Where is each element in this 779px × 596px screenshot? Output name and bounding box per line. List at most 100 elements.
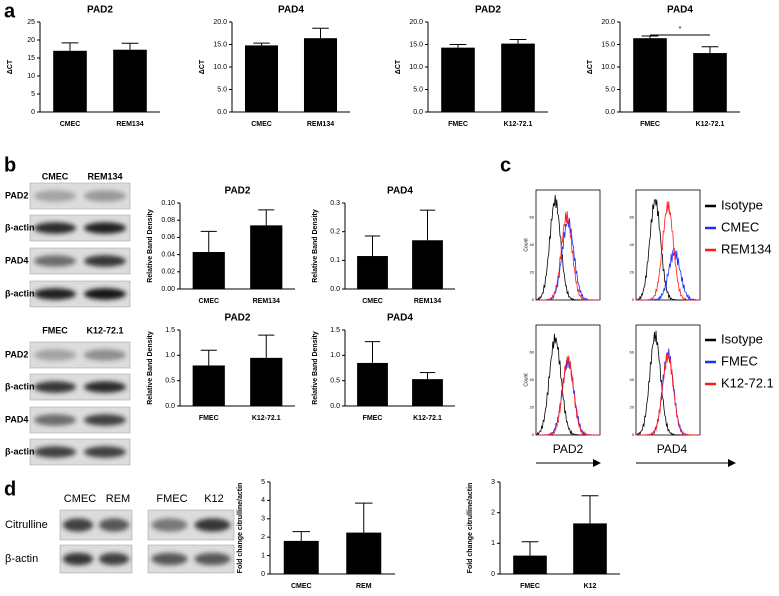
count-label: Count [523,373,529,387]
blot-row-label: β-actin [5,381,35,391]
bar [412,379,443,406]
y-tick-label: 1 [491,540,495,547]
y-tick-label: 0.0 [413,109,423,116]
y-axis-label: Fold change citrulline/actin [237,483,244,574]
y-tick-label: 0.00 [161,286,175,293]
legend-label: Isotype [721,331,763,346]
y-axis-label: ΔCT [587,59,594,74]
legend-label: CMEC [721,219,759,234]
blot-column-label: REM [106,493,130,505]
error-bar [364,341,381,363]
y-tick-label: 15.0 [409,41,423,48]
y-tick-label: 0.0 [330,286,340,293]
y-tick-label: 0.5 [165,378,175,385]
error-bar [509,39,527,44]
bar [250,357,283,406]
chart-title: PAD4 [387,186,413,197]
error-bar [312,27,329,39]
blot-band [84,255,126,267]
histogram-curve [536,217,600,301]
blot-row-label: PAD4 [5,414,28,424]
axis-label: PAD2 [553,442,584,456]
y-tick-label: 20.0 [409,19,423,26]
y-tick-label: 0.10 [161,200,175,207]
x-tick-label: K12-72.1 [696,121,725,128]
y-tick-label: 20.0 [601,19,615,26]
error-bar [701,46,719,54]
blot-row-label: PAD2 [5,349,28,359]
y-tick-label: 5.0 [605,86,615,93]
blot-column-label: REM134 [87,171,122,181]
error-bar [521,541,539,556]
error-bar [581,495,599,524]
count-tick-label: 40 [630,242,635,247]
error-bar [292,531,310,541]
blot-band [34,349,76,361]
y-axis-label: ΔCT [7,59,14,74]
x-tick-label: REM [356,583,372,590]
blot-band [84,414,126,426]
bar [346,532,382,574]
blot-band [84,190,126,202]
bar [633,38,667,113]
y-axis-label: Relative Band Density [147,331,154,405]
bar [693,53,727,112]
x-tick-label: K12-72.1 [504,121,533,128]
bar [357,256,388,289]
y-tick-label: 1.0 [165,352,175,359]
y-tick-label: 5 [31,91,35,98]
histogram-curve [636,353,700,436]
blot-band [34,414,76,426]
x-tick-label: FMEC [448,121,468,128]
bar [501,43,535,112]
y-tick-label: 2 [261,534,265,541]
chart-title: PAD4 [667,5,693,16]
chart-title: PAD2 [475,5,501,16]
x-tick-label: K12-72.1 [252,415,281,422]
error-bar [253,42,270,46]
x-tick-label: CMEC [291,583,312,590]
x-tick-label: K12 [584,583,597,590]
x-tick-label: FMEC [640,121,660,128]
blot-row-label: β-actin [5,288,35,298]
y-axis-label: ΔCT [395,59,402,74]
y-tick-label: 0.0 [217,109,227,116]
histogram-curve [536,211,600,301]
y-tick-label: 0 [491,571,495,578]
error-bar [364,235,381,257]
y-tick-label: 5.0 [217,86,227,93]
histogram-frame [635,324,701,436]
blot-row-label: β-actin [5,446,35,456]
blot-column-label: FMEC [156,493,187,505]
chart-title: PAD4 [387,313,413,324]
blot-band [34,222,76,234]
y-tick-label: 15.0 [213,41,227,48]
y-tick-label: 10.0 [409,64,423,71]
y-tick-label: 0.5 [330,378,340,385]
histogram-curve [636,348,700,436]
y-tick-label: 1.0 [330,352,340,359]
panel-letter: a [4,0,16,22]
count-label: Count [523,238,529,252]
blot-band [62,518,94,532]
count-tick-label: 60 [630,215,635,220]
histogram-frame [535,189,601,301]
axis-label: PAD4 [657,442,688,456]
blot-band [34,446,76,458]
y-tick-label: 1.5 [330,327,340,334]
blot-band [84,446,126,458]
blot-band [194,552,231,566]
y-tick-label: 2 [491,510,495,517]
y-tick-label: 3 [261,516,265,523]
y-tick-label: 0.2 [330,229,340,236]
blot-band [98,552,130,566]
blot-row-label: PAD4 [5,255,28,265]
legend-label: FMEC [721,353,758,368]
count-tick-label: 40 [530,242,535,247]
legend-label: K12-72.1 [721,375,774,390]
histogram-frame [535,324,601,436]
x-tick-label: CMEC [198,298,219,305]
x-tick-label: K12-72.1 [413,415,442,422]
blot-band [84,222,126,234]
